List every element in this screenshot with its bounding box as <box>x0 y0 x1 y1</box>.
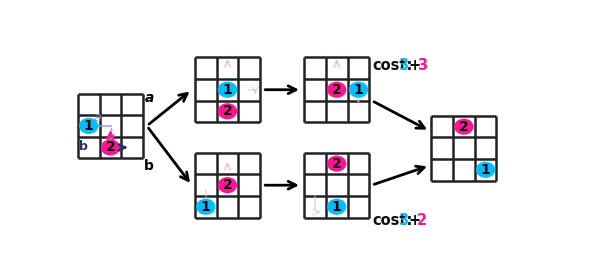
Text: 3: 3 <box>398 58 408 73</box>
Text: 2: 2 <box>222 104 232 118</box>
Ellipse shape <box>327 82 346 98</box>
Ellipse shape <box>218 82 237 98</box>
Text: cost:: cost: <box>373 58 413 73</box>
Text: 2: 2 <box>332 157 341 171</box>
Ellipse shape <box>100 139 120 155</box>
Text: 2: 2 <box>417 213 427 228</box>
Text: cost:: cost: <box>373 213 413 228</box>
Text: 2: 2 <box>105 140 115 154</box>
Text: 1: 1 <box>201 200 210 214</box>
Text: b: b <box>78 140 87 153</box>
Text: 2: 2 <box>222 178 232 192</box>
Ellipse shape <box>196 199 215 215</box>
Text: a: a <box>94 111 102 124</box>
Ellipse shape <box>327 155 346 172</box>
Text: 1: 1 <box>481 163 490 177</box>
Text: a: a <box>145 91 154 105</box>
Text: 2: 2 <box>332 83 341 97</box>
Text: +: + <box>409 213 421 228</box>
Text: 1: 1 <box>353 83 363 97</box>
Ellipse shape <box>476 162 495 178</box>
Text: 1: 1 <box>332 200 341 214</box>
Ellipse shape <box>218 103 237 119</box>
Text: +: + <box>409 58 421 73</box>
Text: 3: 3 <box>398 213 408 228</box>
Text: 1: 1 <box>84 119 93 133</box>
Text: 3: 3 <box>417 58 427 73</box>
Ellipse shape <box>218 177 237 193</box>
Ellipse shape <box>349 82 368 98</box>
Ellipse shape <box>79 118 99 134</box>
Ellipse shape <box>454 119 474 135</box>
Text: b: b <box>144 159 154 173</box>
Text: 2: 2 <box>459 120 469 134</box>
Ellipse shape <box>327 199 346 215</box>
Text: 1: 1 <box>222 83 232 97</box>
